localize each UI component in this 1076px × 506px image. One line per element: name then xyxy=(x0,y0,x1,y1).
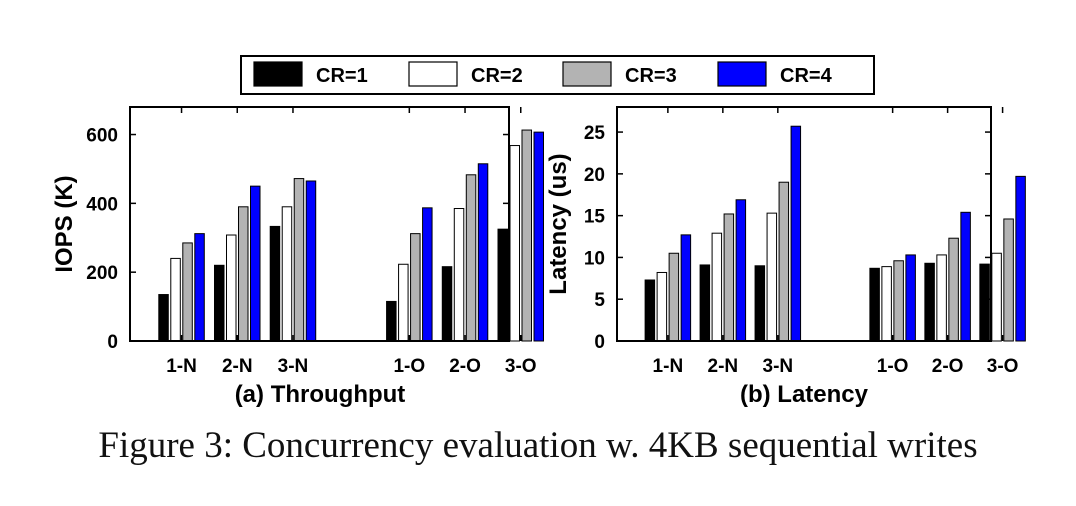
x-tick-label: 2-O xyxy=(932,356,964,377)
bar-2-o-cr4 xyxy=(477,163,489,342)
legend-swatch-cr4 xyxy=(717,61,767,87)
bar-3-o-cr3 xyxy=(521,129,532,342)
bar-3-o-cr2 xyxy=(991,252,1002,342)
x-tick-label: 1-N xyxy=(653,356,684,377)
x-tick-label: 3-O xyxy=(987,356,1019,377)
throughput-y-axis-label: IOPS (K) xyxy=(51,175,78,272)
figure-caption: Figure 3: Concurrency evaluation w. 4KB … xyxy=(98,425,978,466)
bar-3-o-cr3 xyxy=(1003,218,1014,342)
bar-1-o-cr1 xyxy=(869,267,880,342)
bar-2-n-cr3 xyxy=(238,206,249,342)
bar-2-n-cr4 xyxy=(250,185,261,342)
bar-1-o-cr4 xyxy=(422,207,433,342)
bar-2-o-cr4 xyxy=(960,211,971,342)
y-tick-label: 25 xyxy=(584,123,606,144)
bar-2-o-cr2 xyxy=(936,254,947,342)
bar-1-n-cr3 xyxy=(182,242,193,342)
bar-1-n-cr2 xyxy=(656,271,668,342)
throughput-panel-title: (a) Throughput xyxy=(235,381,406,408)
bar-3-n-cr4 xyxy=(790,125,802,342)
bar-2-n-cr4 xyxy=(735,199,747,342)
bar-3-n-cr1 xyxy=(754,265,766,342)
bar-3-n-cr2 xyxy=(281,206,293,342)
y-tick-label: 600 xyxy=(86,126,118,147)
legend-swatch-cr1 xyxy=(253,61,303,87)
plot-frame xyxy=(129,106,510,342)
x-tick-label: 2-O xyxy=(449,356,481,377)
legend-label-cr1: CR=1 xyxy=(316,65,368,87)
y-tick-label: 15 xyxy=(584,207,606,228)
x-tick-label: 1-O xyxy=(877,356,909,377)
bar-1-o-cr3 xyxy=(410,233,421,342)
legend-swatch-cr2 xyxy=(408,61,458,87)
bar-3-o-cr1 xyxy=(497,228,508,342)
bar-1-n-cr2 xyxy=(170,257,181,342)
x-tick-label: 2-N xyxy=(708,356,739,377)
bar-3-o-cr4 xyxy=(1015,175,1026,342)
legend-label-cr3: CR=3 xyxy=(625,65,677,87)
legend-swatch-cr3 xyxy=(562,61,612,87)
y-tick-label: 10 xyxy=(584,248,605,269)
bar-1-n-cr3 xyxy=(668,252,680,342)
legend-label-cr2: CR=2 xyxy=(471,65,523,87)
bar-1-o-cr4 xyxy=(905,254,916,342)
bar-1-n-cr4 xyxy=(680,234,692,342)
bar-1-n-cr1 xyxy=(644,279,656,342)
legend-label-cr4: CR=4 xyxy=(780,65,833,87)
x-tick-label: 3-O xyxy=(505,356,537,377)
bar-1-o-cr3 xyxy=(893,260,904,342)
y-tick-label: 20 xyxy=(584,165,605,186)
bar-3-n-cr3 xyxy=(293,178,305,342)
legend: CR=1 CR=2 CR=3 CR=4 xyxy=(240,55,875,95)
bar-3-n-cr1 xyxy=(269,225,281,342)
bar-3-o-cr1 xyxy=(979,263,990,342)
bar-2-o-cr1 xyxy=(924,262,935,342)
latency-y-axis-label: Latency (us) xyxy=(545,153,572,294)
bar-2-n-cr2 xyxy=(711,232,723,342)
bar-1-n-cr1 xyxy=(158,294,169,342)
bar-2-o-cr3 xyxy=(465,174,477,342)
bar-3-n-cr2 xyxy=(766,212,778,342)
bar-2-n-cr1 xyxy=(699,264,711,342)
bar-1-o-cr1 xyxy=(386,300,397,342)
bar-1-o-cr2 xyxy=(398,263,409,342)
x-tick-label: 1-N xyxy=(166,356,197,377)
bar-3-o-cr2 xyxy=(509,145,520,342)
bar-2-n-cr2 xyxy=(226,234,237,342)
plot-frame xyxy=(616,106,992,342)
y-tick-label: 400 xyxy=(86,194,118,215)
bar-3-o-cr4 xyxy=(533,131,544,342)
bar-2-n-cr3 xyxy=(723,213,735,342)
y-tick-label: 0 xyxy=(107,332,118,353)
chart-throughput: 0 200 400 600 1-N 2-N 3-N 1-O 2-O 3-O IOPS (K) (a) … xyxy=(51,106,544,408)
bar-2-o-cr3 xyxy=(948,237,959,342)
y-tick-label: 0 xyxy=(594,332,605,353)
bar-2-o-cr2 xyxy=(453,208,465,342)
x-tick-label: 3-N xyxy=(278,356,309,377)
y-tick-label: 200 xyxy=(86,263,118,284)
x-tick-label: 3-N xyxy=(763,356,794,377)
chart-latency: 0 5 10 15 20 25 1-N 2-N 3-N 1-O 2-O 3-O Latency (us)… xyxy=(545,106,1026,408)
bar-3-n-cr4 xyxy=(305,180,317,342)
bar-1-n-cr4 xyxy=(194,233,205,342)
latency-panel-title: (b) Latency xyxy=(740,381,869,408)
bar-2-n-cr1 xyxy=(214,264,225,342)
bar-1-o-cr2 xyxy=(881,266,892,342)
y-tick-label: 5 xyxy=(594,290,605,311)
x-tick-label: 2-N xyxy=(222,356,253,377)
bar-3-n-cr3 xyxy=(778,181,790,342)
x-tick-label: 1-O xyxy=(393,356,425,377)
bar-2-o-cr1 xyxy=(441,266,453,342)
legend-box xyxy=(240,55,875,95)
